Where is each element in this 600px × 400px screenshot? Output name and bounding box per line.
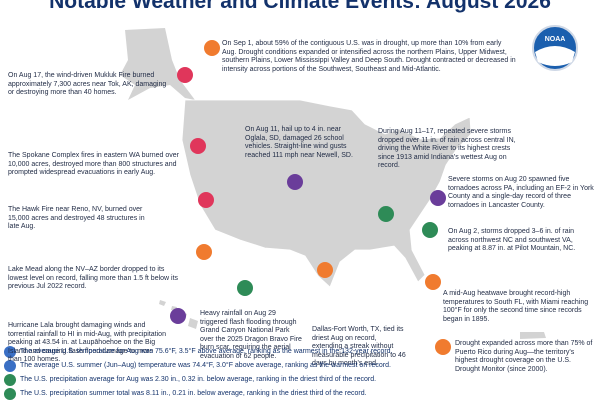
event-text: The Hawk Fire near Reno, NV, burned over… — [8, 206, 145, 231]
event-text: On Sep 1, about 59% of the contiguous U.… — [222, 40, 516, 73]
fire-icon — [198, 192, 214, 208]
drought-icon — [435, 339, 451, 355]
event-text: A mid-Aug heatwave brought record-high t… — [443, 290, 589, 323]
temperature-icon — [4, 360, 16, 372]
event-text: On Aug 2, storms dropped 3–6 in. of rain… — [448, 228, 576, 253]
drought-icon — [196, 244, 212, 260]
puerto-rico — [520, 332, 546, 339]
event-text: The Spokane Complex fires in eastern WA … — [8, 152, 179, 177]
precipitation-icon — [4, 374, 16, 386]
event-text: On Aug 11, hail up to 4 in. near Oglala,… — [245, 126, 353, 159]
hawaii — [159, 300, 198, 329]
title: Notable Weather and Climate Events: Augu… — [49, 0, 551, 13]
event-text: Drought expanded across more than 75% of… — [455, 340, 593, 373]
event-text: Lake Mead along the NV–AZ border dropped… — [8, 266, 179, 291]
fire-icon — [190, 138, 206, 154]
hurricane-icon — [170, 308, 186, 324]
noaa-logo-wave — [535, 46, 575, 66]
event-text: Dallas-Fort Worth, TX, tied its driest A… — [312, 326, 406, 368]
flood-icon — [422, 222, 438, 238]
contiguous-us — [181, 99, 472, 288]
tornado-icon — [430, 190, 446, 206]
flood-icon — [378, 206, 394, 222]
drought-icon — [317, 262, 333, 278]
event-text: Heavy rainfall on Aug 29 triggered flash… — [200, 310, 302, 360]
summary-text: The average U.S. summer (Jun–Aug) temper… — [20, 362, 391, 369]
alaska — [120, 28, 195, 100]
fire-icon — [177, 67, 193, 83]
summary-text: The U.S. precipitation average for Aug w… — [20, 376, 377, 383]
summary-text: The U.S. precipitation summer total was … — [20, 390, 367, 397]
heat-icon — [425, 274, 441, 290]
icons — [4, 40, 451, 400]
flood-icon — [237, 280, 253, 296]
event-text: Hurricane Lala brought damaging winds an… — [8, 322, 166, 364]
event-text: During Aug 11–17, repeated severe storms… — [378, 128, 516, 170]
temperature-icon — [4, 346, 16, 358]
logo-label: NOAA — [544, 36, 566, 43]
drought-icon — [204, 40, 220, 56]
precipitation-icon — [4, 388, 16, 400]
summary-text: The average U.S. temperature for Aug was… — [20, 348, 393, 355]
storm-icon — [287, 174, 303, 190]
event-text: Severe storms on Aug 20 spawned five tor… — [448, 176, 594, 209]
event-text: On Aug 17, the wind-driven Mukluk Fire b… — [8, 72, 167, 97]
